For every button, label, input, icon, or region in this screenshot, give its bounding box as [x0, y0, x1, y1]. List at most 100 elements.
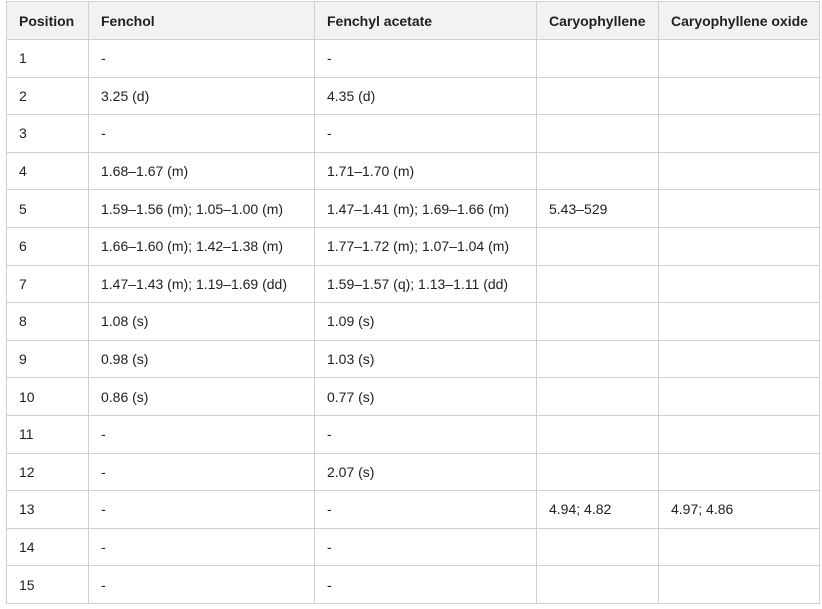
cell-fenchyl-acetate: 1.59–1.57 (q); 1.13–1.11 (dd) [314, 264, 537, 304]
cell-fenchyl-acetate: 1.09 (s) [314, 302, 537, 341]
cell-fenchol: 1.08 (s) [88, 302, 315, 341]
cell-fenchyl-acetate: 1.71–1.70 (m) [314, 151, 537, 191]
header-caryophyllene-oxide: Caryophyllene oxide [658, 1, 820, 40]
cell-caryophyllene-oxide [658, 226, 820, 266]
header-caryophyllene: Caryophyllene [536, 1, 659, 40]
cell-caryophyllene-oxide [658, 414, 820, 454]
header-fenchyl-acetate: Fenchyl acetate [314, 1, 537, 40]
cell-fenchol: - [88, 565, 315, 604]
cell-fenchyl-acetate: - [314, 39, 537, 78]
cell-fenchyl-acetate: 1.77–1.72 (m); 1.07–1.04 (m) [314, 226, 537, 266]
cell-caryophyllene-oxide [658, 151, 820, 191]
cell-caryophyllene: 4.94; 4.82 [536, 490, 659, 529]
cell-position: 3 [6, 114, 89, 153]
cell-fenchol: - [88, 527, 315, 567]
cell-caryophyllene [536, 414, 659, 454]
cell-fenchyl-acetate: 1.03 (s) [314, 339, 537, 379]
cell-fenchol: 0.98 (s) [88, 339, 315, 379]
table-body: 1- -2 3.25 (d) 4.35 (d) 3- -4 1.68–1.67 (m) 1.7… [6, 39, 820, 604]
cell-caryophyllene [536, 302, 659, 341]
nmr-table-container: Position Fenchol Fenchyl acetate Caryoph… [6, 1, 820, 604]
nmr-shift-table: Position Fenchol Fenchyl acetate Caryoph… [6, 1, 820, 604]
cell-position: 7 [6, 264, 89, 304]
table-row: 15- - [6, 565, 820, 604]
cell-fenchol: - [88, 414, 315, 454]
table-row: 5 1.59–1.56 (m); 1.05–1.00 (m) 1.47–1.41 (… [6, 189, 820, 228]
cell-fenchyl-acetate: 2.07 (s) [314, 452, 537, 492]
cell-fenchol: - [88, 490, 315, 529]
cell-fenchyl-acetate: 1.47–1.41 (m); 1.69–1.66 (m) [314, 189, 537, 228]
cell-fenchol: - [88, 452, 315, 492]
cell-position: 5 [6, 189, 89, 228]
cell-fenchyl-acetate: - [314, 414, 537, 454]
table-row: 10 0.86 (s) 0.77 (s) [6, 377, 820, 416]
cell-caryophyllene-oxide [658, 189, 820, 228]
cell-fenchyl-acetate: - [314, 490, 537, 529]
cell-caryophyllene [536, 226, 659, 266]
cell-caryophyllene-oxide [658, 76, 820, 116]
cell-caryophyllene-oxide [658, 565, 820, 604]
header-position: Position [6, 1, 89, 40]
cell-position: 1 [6, 39, 89, 78]
cell-caryophyllene: 5.43–529 [536, 189, 659, 228]
cell-caryophyllene [536, 565, 659, 604]
cell-caryophyllene [536, 39, 659, 78]
table-row: 14- - [6, 527, 820, 567]
cell-caryophyllene [536, 452, 659, 492]
cell-fenchyl-acetate: 4.35 (d) [314, 76, 537, 116]
cell-position: 4 [6, 151, 89, 191]
cell-caryophyllene [536, 527, 659, 567]
cell-caryophyllene-oxide [658, 339, 820, 379]
table-row: 7 1.47–1.43 (m); 1.19–1.69 (dd) 1.59–1.57 … [6, 264, 820, 304]
cell-caryophyllene-oxide [658, 452, 820, 492]
table-row: 13- -4.94; 4.82 4.97; 4.86 [6, 490, 820, 529]
cell-caryophyllene-oxide [658, 264, 820, 304]
table-row: 2 3.25 (d) 4.35 (d) [6, 76, 820, 116]
cell-position: 10 [6, 377, 89, 416]
cell-caryophyllene [536, 377, 659, 416]
cell-fenchyl-acetate: - [314, 565, 537, 604]
table-row: 8 1.08 (s) 1.09 (s) [6, 302, 820, 341]
table-row: 3-- [6, 114, 820, 153]
cell-fenchol: 1.59–1.56 (m); 1.05–1.00 (m) [88, 189, 315, 228]
cell-caryophyllene [536, 151, 659, 191]
cell-fenchol: 1.66–1.60 (m); 1.42–1.38 (m) [88, 226, 315, 266]
cell-position: 11 [6, 414, 89, 454]
cell-fenchyl-acetate: 0.77 (s) [314, 377, 537, 416]
cell-fenchol: - [88, 39, 315, 78]
cell-fenchyl-acetate: - [314, 114, 537, 153]
header-fenchol: Fenchol [88, 1, 315, 40]
cell-fenchol: 3.25 (d) [88, 76, 315, 116]
cell-position: 8 [6, 302, 89, 341]
cell-caryophyllene-oxide [658, 377, 820, 416]
cell-position: 9 [6, 339, 89, 379]
cell-fenchol: 1.47–1.43 (m); 1.19–1.69 (dd) [88, 264, 315, 304]
cell-caryophyllene [536, 114, 659, 153]
cell-caryophyllene-oxide [658, 527, 820, 567]
cell-fenchol: 1.68–1.67 (m) [88, 151, 315, 191]
cell-position: 12 [6, 452, 89, 492]
table-row: 4 1.68–1.67 (m) 1.71–1.70 (m) [6, 151, 820, 191]
cell-position: 6 [6, 226, 89, 266]
cell-caryophyllene-oxide [658, 114, 820, 153]
table-header: Position Fenchol Fenchyl acetate Caryoph… [6, 1, 820, 40]
cell-position: 2 [6, 76, 89, 116]
cell-position: 14 [6, 527, 89, 567]
cell-position: 15 [6, 565, 89, 604]
table-row: 12-2.07 (s) [6, 452, 820, 492]
table-row: 11- - [6, 414, 820, 454]
cell-fenchol: 0.86 (s) [88, 377, 315, 416]
cell-caryophyllene-oxide [658, 39, 820, 78]
cell-caryophyllene [536, 264, 659, 304]
header-row: Position Fenchol Fenchyl acetate Caryoph… [6, 1, 820, 40]
cell-caryophyllene [536, 76, 659, 116]
cell-fenchol: - [88, 114, 315, 153]
cell-caryophyllene-oxide: 4.97; 4.86 [658, 490, 820, 529]
cell-fenchyl-acetate: - [314, 527, 537, 567]
table-row: 9 0.98 (s) 1.03 (s) [6, 339, 820, 379]
cell-caryophyllene-oxide [658, 302, 820, 341]
cell-position: 13 [6, 490, 89, 529]
table-row: 1-- [6, 39, 820, 78]
table-row: 6 1.66–1.60 (m); 1.42–1.38 (m) 1.77–1.72 (… [6, 226, 820, 266]
cell-caryophyllene [536, 339, 659, 379]
